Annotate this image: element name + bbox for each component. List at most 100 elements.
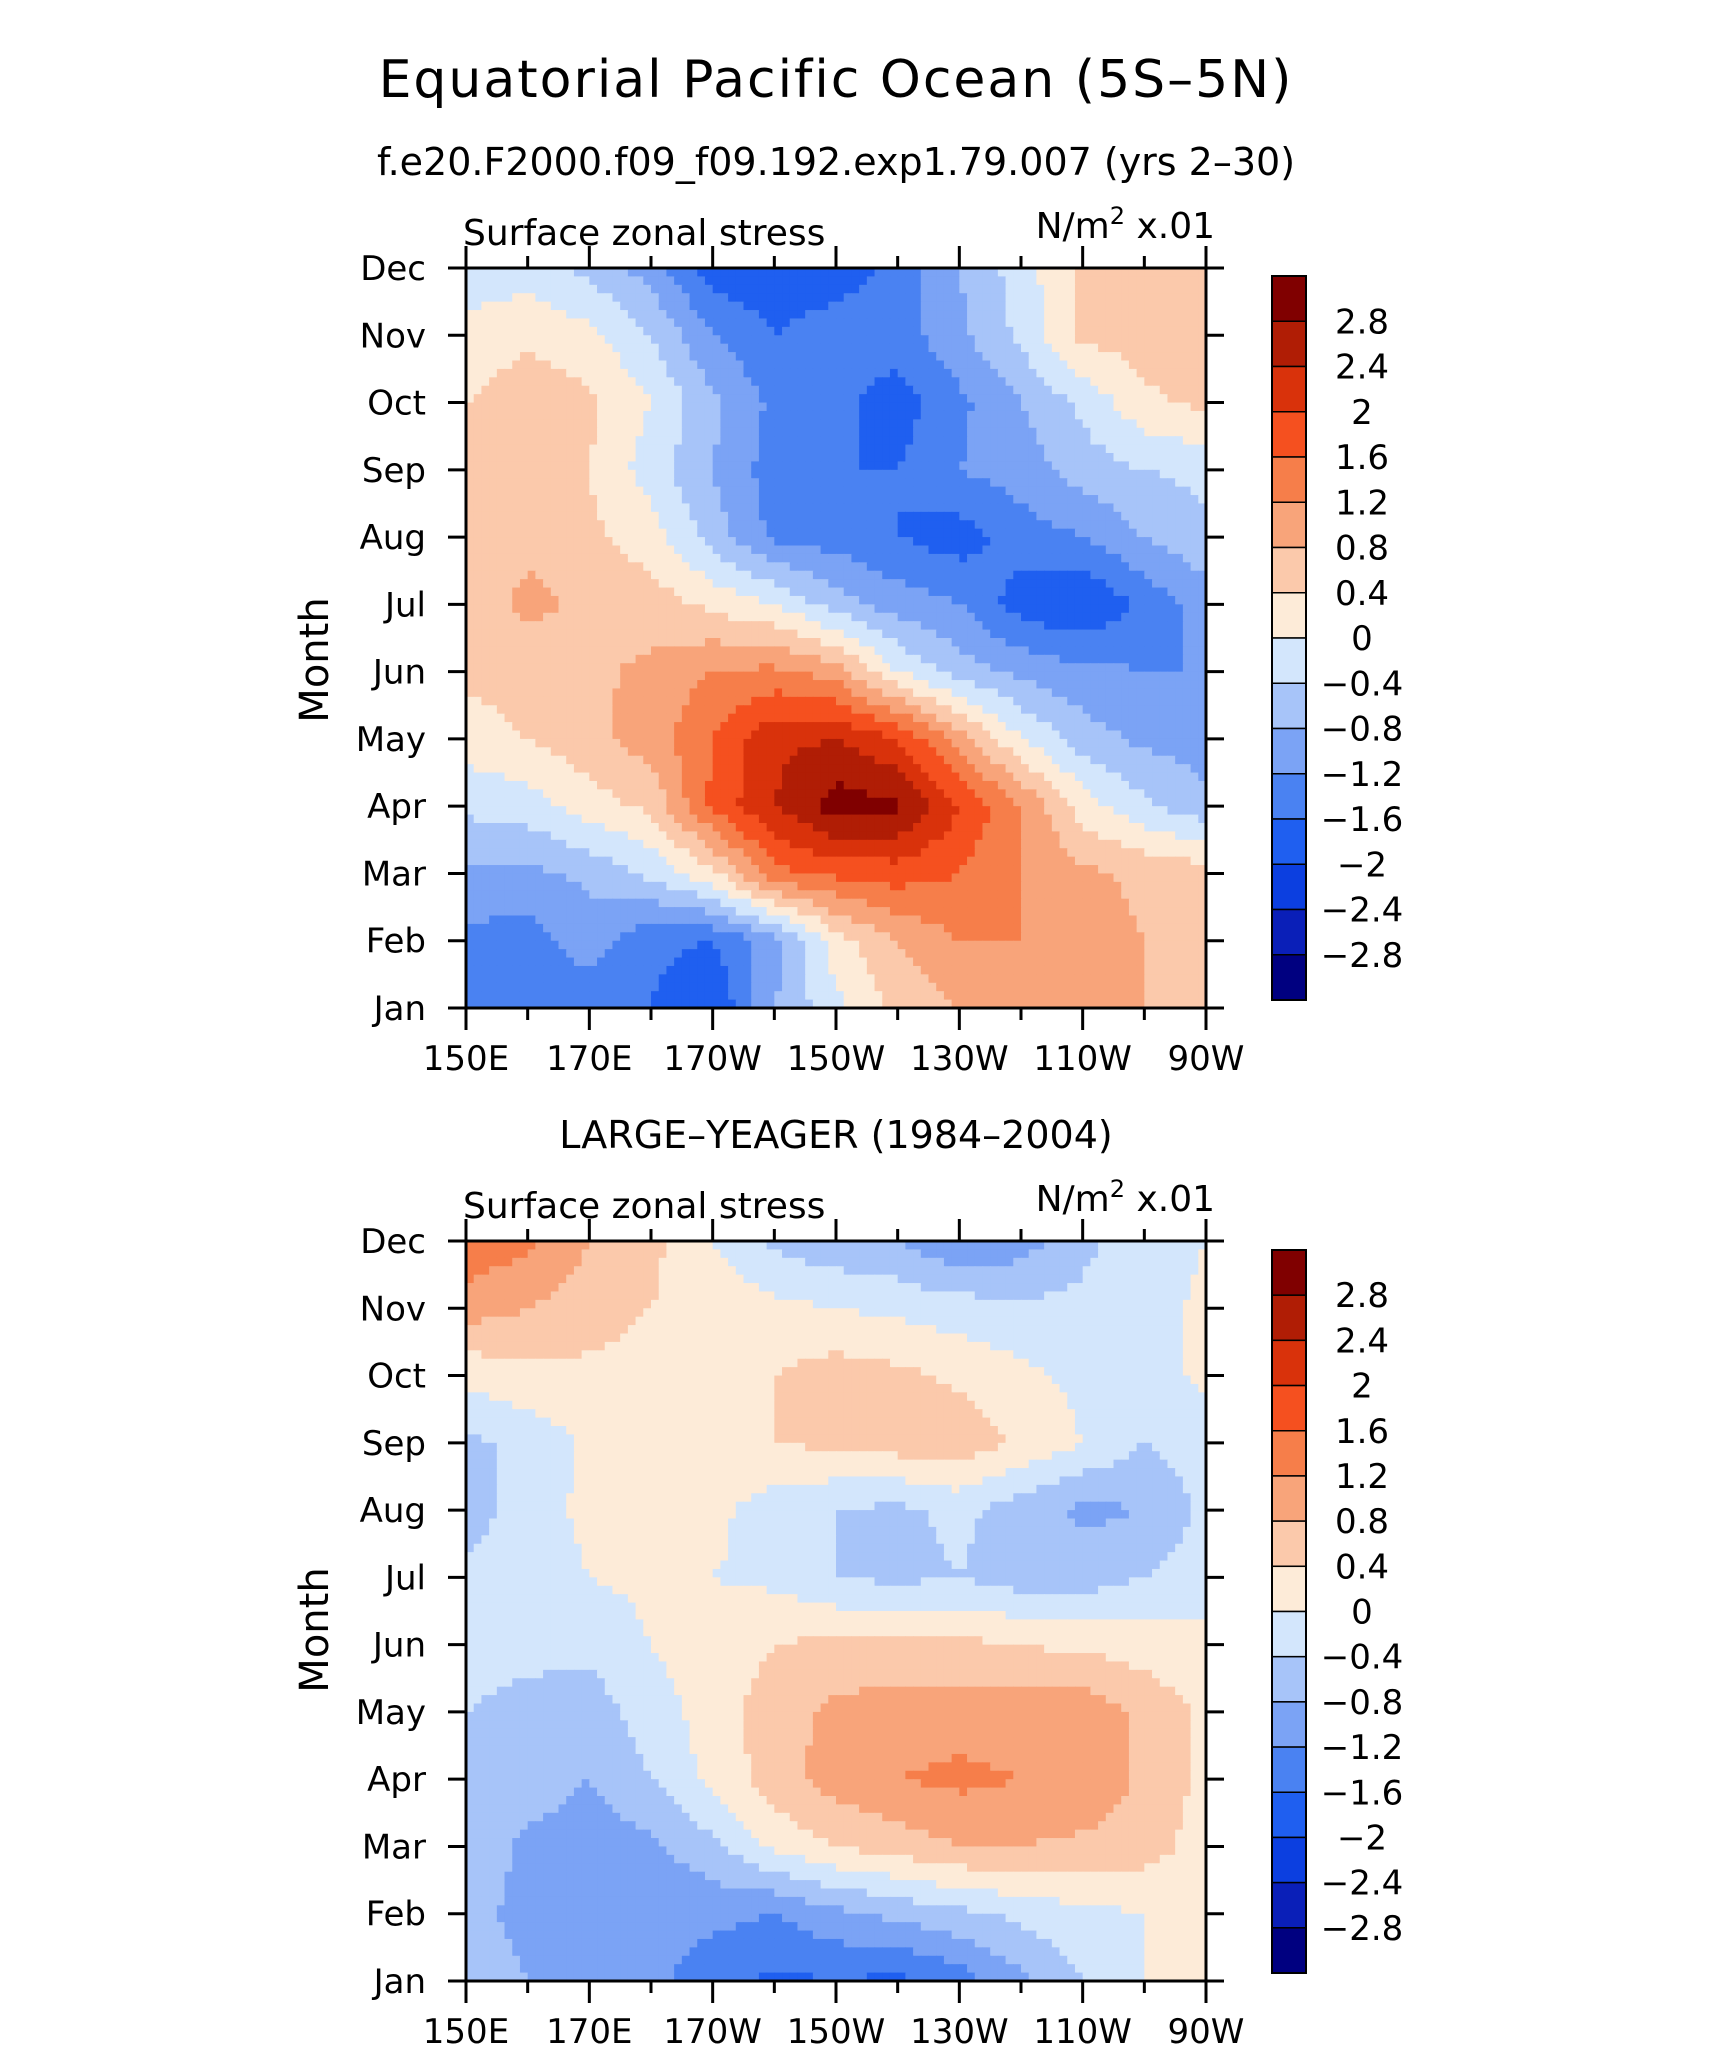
field-cell bbox=[735, 503, 745, 513]
field-cell bbox=[905, 629, 914, 639]
field-cell bbox=[951, 461, 960, 471]
field-cell bbox=[527, 663, 536, 673]
field-cell bbox=[1152, 604, 1161, 614]
field-cell bbox=[974, 469, 984, 479]
field-cell bbox=[797, 326, 806, 336]
field-cell bbox=[936, 478, 945, 488]
field-cell bbox=[1013, 360, 1022, 370]
field-cell bbox=[990, 654, 999, 664]
field-cell bbox=[666, 402, 675, 412]
field-cell bbox=[1090, 570, 1099, 580]
field-cell bbox=[1082, 276, 1091, 286]
field-cell bbox=[928, 360, 937, 370]
field-cell bbox=[666, 276, 675, 286]
field-cell bbox=[527, 528, 536, 538]
field-cell bbox=[489, 562, 498, 572]
field-cell bbox=[651, 646, 660, 656]
field-cell bbox=[782, 629, 791, 639]
field-cell bbox=[889, 318, 899, 328]
field-cell bbox=[720, 293, 729, 303]
field-cell bbox=[1090, 511, 1099, 521]
field-cell bbox=[889, 335, 899, 345]
field-cell bbox=[620, 301, 629, 311]
field-cell bbox=[573, 453, 583, 463]
field-cell bbox=[943, 402, 953, 412]
field-cell bbox=[550, 587, 560, 597]
field-cell bbox=[1105, 427, 1115, 437]
field-cell bbox=[874, 495, 883, 505]
field-cell bbox=[697, 310, 706, 320]
field-cell bbox=[597, 528, 606, 538]
field-cell bbox=[967, 621, 976, 631]
field-cell bbox=[1013, 444, 1022, 454]
field-cell bbox=[535, 360, 544, 370]
field-cell bbox=[1167, 377, 1176, 387]
field-cell bbox=[612, 579, 621, 589]
field-cell bbox=[1013, 402, 1022, 412]
field-cell bbox=[620, 612, 629, 622]
field-cell bbox=[789, 343, 799, 353]
field-cell bbox=[758, 419, 768, 429]
field-cell bbox=[997, 276, 1007, 286]
field-cell bbox=[920, 368, 930, 378]
field-cell bbox=[851, 394, 860, 404]
field-cell bbox=[758, 511, 768, 521]
field-cell bbox=[543, 663, 552, 673]
field-cell bbox=[889, 436, 899, 446]
field-cell bbox=[566, 696, 575, 706]
field-cell bbox=[828, 595, 837, 605]
field-cell bbox=[1105, 368, 1115, 378]
field-cell bbox=[943, 604, 953, 614]
field-cell bbox=[735, 284, 745, 294]
field-cell bbox=[581, 654, 590, 664]
field-cell bbox=[1013, 410, 1022, 420]
field-cell bbox=[589, 520, 598, 530]
field-cell bbox=[573, 402, 583, 412]
field-cell bbox=[1175, 284, 1184, 294]
field-cell bbox=[774, 335, 783, 345]
field-cell bbox=[658, 478, 668, 488]
field-cell bbox=[836, 528, 845, 538]
field-cell bbox=[967, 436, 976, 446]
field-cell bbox=[1121, 301, 1130, 311]
field-cell bbox=[1098, 310, 1107, 320]
field-cell bbox=[612, 394, 621, 404]
field-cell bbox=[1159, 268, 1169, 278]
field-cell bbox=[1082, 646, 1091, 656]
field-cell bbox=[743, 663, 752, 673]
field-cell bbox=[651, 335, 660, 345]
field-cell bbox=[481, 511, 490, 521]
field-cell bbox=[651, 453, 660, 463]
field-cell bbox=[820, 461, 829, 471]
field-cell bbox=[689, 587, 698, 597]
field-cell bbox=[712, 663, 721, 673]
field-cell bbox=[758, 621, 768, 631]
field-cell bbox=[504, 318, 513, 328]
field-cell bbox=[774, 671, 783, 681]
field-cell bbox=[812, 520, 822, 530]
field-cell bbox=[851, 284, 860, 294]
field-cell bbox=[1021, 696, 1030, 706]
field-cell bbox=[704, 444, 714, 454]
field-cell bbox=[728, 293, 737, 303]
field-cell bbox=[1128, 385, 1138, 395]
field-cell bbox=[758, 545, 768, 555]
field-cell bbox=[473, 680, 483, 690]
field-cell bbox=[728, 638, 737, 648]
field-cell bbox=[1128, 419, 1138, 429]
field-cell bbox=[1182, 453, 1192, 463]
field-cell bbox=[897, 335, 906, 345]
field-cell bbox=[1074, 495, 1084, 505]
field-cell bbox=[1128, 469, 1138, 479]
field-cell bbox=[643, 284, 652, 294]
field-cell bbox=[805, 453, 814, 463]
field-cell bbox=[1190, 310, 1199, 320]
field-cell bbox=[943, 436, 953, 446]
field-cell bbox=[666, 595, 675, 605]
field-cell bbox=[566, 595, 575, 605]
field-cell bbox=[627, 453, 637, 463]
field-cell bbox=[789, 680, 799, 690]
field-cell bbox=[481, 503, 490, 513]
field-cell bbox=[1059, 537, 1068, 547]
field-cell bbox=[1059, 427, 1068, 437]
